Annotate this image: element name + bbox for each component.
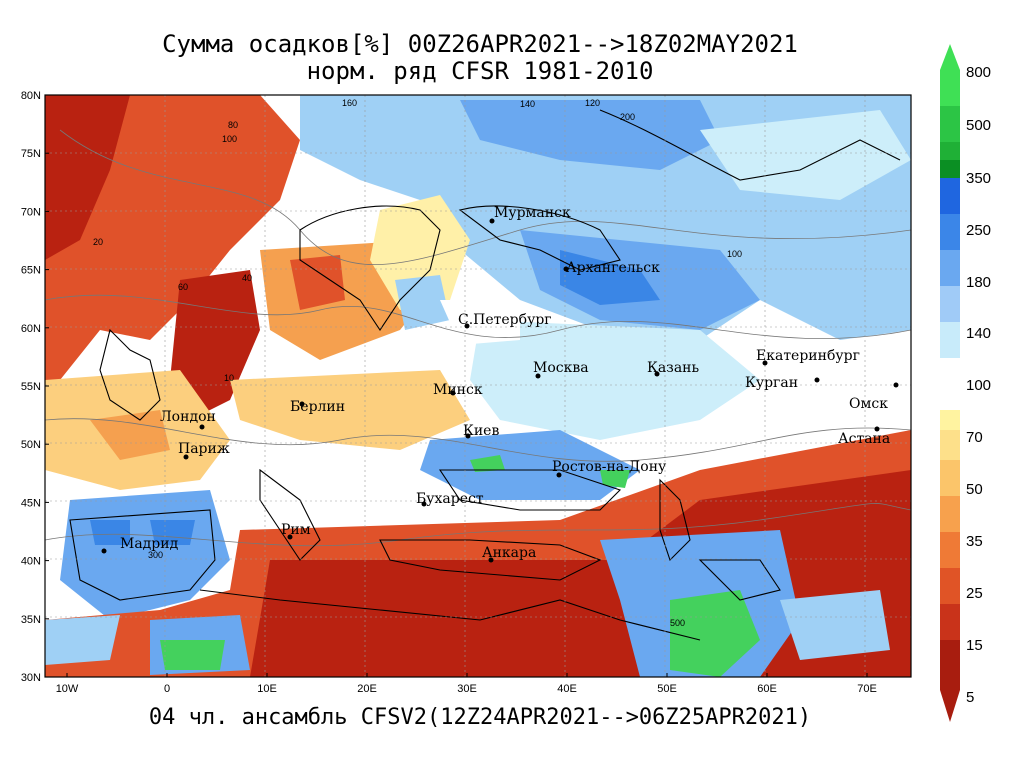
map-title: Сумма осадков[%] 00Z26APR2021-->18Z02MAY… (162, 30, 798, 58)
colorbar-label: 800 (966, 64, 991, 81)
lat-label: 55N (21, 381, 41, 393)
lat-label: 35N (21, 614, 41, 626)
colorbar-label: 70 (966, 429, 983, 446)
lon-label: 70E (857, 683, 877, 695)
lat-label: 70N (21, 206, 41, 218)
city-minsk: Минск (433, 382, 483, 398)
colorbar-top-arrow (940, 44, 960, 70)
lon-label: 0 (164, 683, 170, 695)
lon-label: 50E (657, 683, 677, 695)
colorbar-label: 50 (966, 481, 983, 498)
contour-label: 300 (148, 550, 163, 560)
longitude-labels: 10W 0 10E 20E 30E 40E 50E 60E 70E (56, 673, 877, 695)
map-subtitle: норм. ряд CFSR 1981-2010 (306, 57, 654, 85)
colorbar-label: 100 (966, 377, 991, 394)
city-murmansk: Мурманск (494, 205, 571, 221)
lat-label: 50N (21, 439, 41, 451)
contour-label: 100 (727, 249, 742, 259)
city-yekaterinburg: Екатеринбург (756, 348, 860, 364)
city-paris: Париж (178, 441, 230, 457)
city-bucharest: Бухарест (416, 491, 484, 507)
contour-label: 40 (242, 273, 252, 283)
map-field (45, 95, 911, 677)
city-kurgan: Курган (745, 375, 798, 391)
colorbar-label: 5 (966, 689, 974, 706)
city-arkhangelsk: Архангельск (566, 260, 660, 276)
colorbar-label: 25 (966, 585, 983, 602)
city-omsk: Омск (849, 396, 888, 412)
city-st-petersburg: С.Петербург (458, 312, 552, 328)
city-kyiv: Киев (463, 423, 499, 439)
lon-label: 10E (257, 683, 277, 695)
colorbar-label: 250 (966, 222, 991, 239)
lon-label: 20E (357, 683, 377, 695)
city-labels: Мурманск Архангельск С.Петербург Москва … (101, 205, 899, 563)
colorbar-label: 180 (966, 274, 991, 291)
colorbar-label: 35 (966, 533, 983, 550)
contour-label: 120 (585, 98, 600, 108)
lat-label: 80N (21, 90, 41, 102)
contour-label: 500 (670, 618, 685, 628)
lon-label: 10W (56, 683, 79, 695)
ensemble-caption: 04 чл. ансамбль CFSV2(12Z24APR2021-->06Z… (148, 705, 812, 730)
city-ankara: Анкара (482, 545, 536, 561)
lon-label: 40E (557, 683, 577, 695)
contour-value-labels: 160 140 120 100 80 60 40 20 200 300 500 … (93, 98, 742, 628)
lat-label: 45N (21, 497, 41, 509)
lat-label: 75N (21, 148, 41, 160)
city-rostov: Ростов-на-Дону (552, 459, 667, 475)
contour-label: 10 (224, 373, 234, 383)
contour-label: 20 (93, 237, 103, 247)
colorbar-label: 140 (966, 325, 991, 342)
colorbar-label: 500 (966, 117, 991, 134)
contour-label: 80 (228, 120, 238, 130)
city-moscow: Москва (533, 360, 589, 376)
colorbar: 800 500 350 250 180 140 100 70 50 35 25 … (940, 44, 991, 722)
colorbar-label: 15 (966, 637, 983, 654)
lat-label: 60N (21, 323, 41, 335)
colorbar-label: 350 (966, 170, 991, 187)
city-london: Лондон (160, 409, 216, 425)
latitude-labels: 80N 75N 70N 65N 60N 55N 50N 45N 40N 35N 30N (21, 90, 49, 684)
lon-label: 30E (457, 683, 477, 695)
city-kazan: Казань (647, 360, 699, 376)
contour-label: 160 (342, 98, 357, 108)
contour-label: 100 (222, 134, 237, 144)
colorbar-bottom-arrow (940, 690, 960, 722)
lat-label: 30N (21, 672, 41, 684)
contour-label: 60 (178, 282, 188, 292)
city-berlin: Берлин (290, 399, 345, 415)
city-astana: Астана (838, 431, 890, 447)
contour-label: 200 (620, 112, 635, 122)
city-rome: Рим (281, 522, 311, 538)
city-madrid: Мадрид (120, 536, 179, 552)
contour-label: 140 (520, 99, 535, 109)
lat-label: 40N (21, 556, 41, 568)
lat-label: 65N (21, 265, 41, 277)
lon-label: 60E (757, 683, 777, 695)
